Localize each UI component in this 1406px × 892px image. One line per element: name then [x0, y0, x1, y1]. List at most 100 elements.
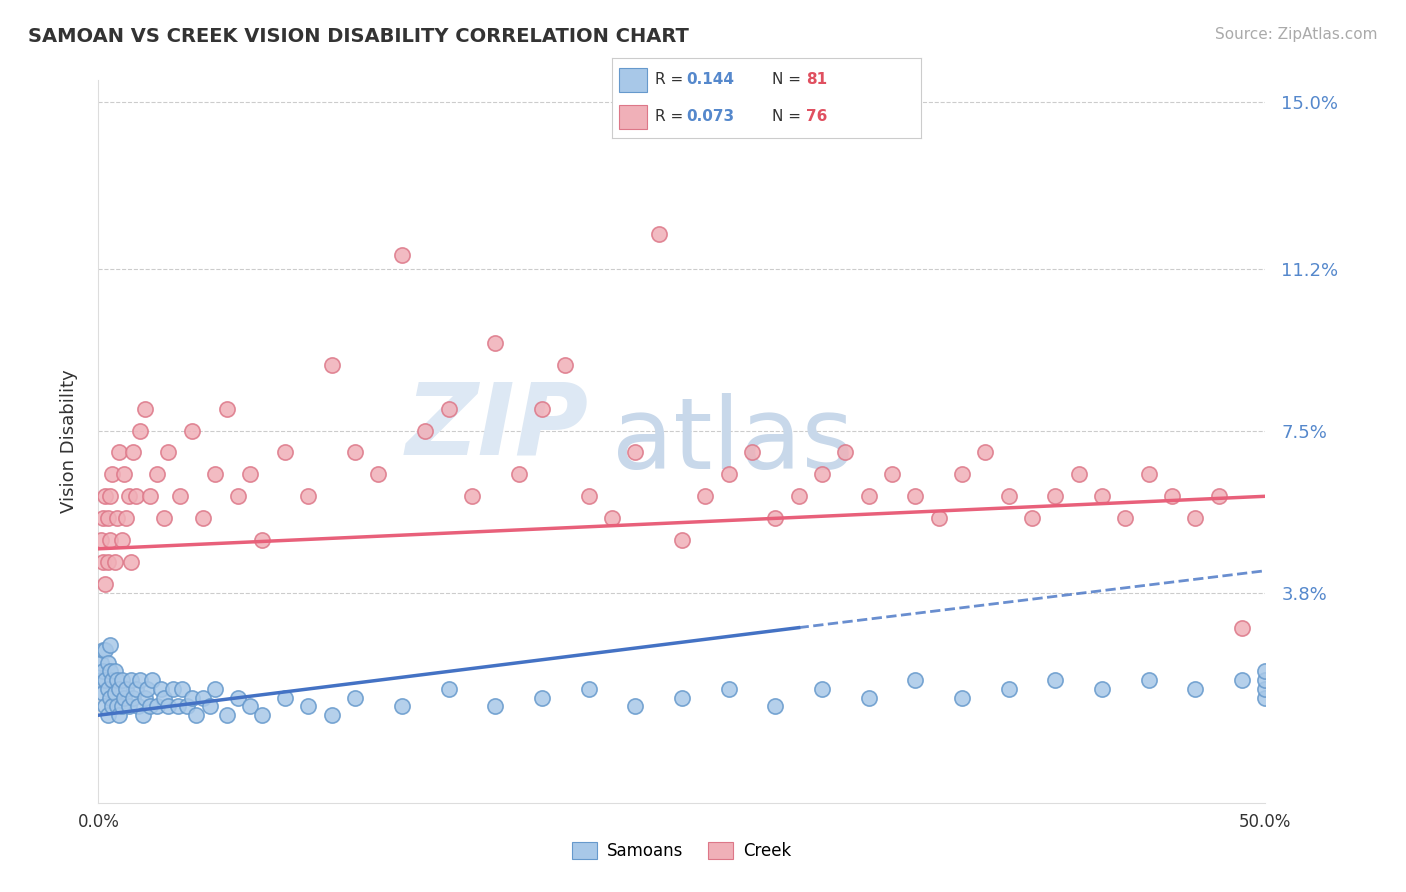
Text: 76: 76 — [807, 109, 828, 124]
Point — [741, 445, 763, 459]
Point — [127, 699, 149, 714]
Point — [152, 690, 174, 705]
Point — [508, 467, 530, 482]
Point — [321, 358, 343, 372]
Text: 0.073: 0.073 — [686, 109, 734, 124]
Point — [111, 673, 134, 688]
Point — [146, 467, 169, 482]
Point — [91, 665, 114, 679]
Point — [180, 690, 202, 705]
Point — [108, 445, 131, 459]
Point — [1067, 467, 1090, 482]
Point — [763, 699, 786, 714]
Point — [115, 511, 138, 525]
Point — [104, 665, 127, 679]
Point — [250, 708, 273, 723]
Point — [1045, 673, 1067, 688]
Bar — [619, 104, 647, 128]
Point — [122, 445, 145, 459]
Text: N =: N = — [772, 109, 806, 124]
Point — [172, 681, 194, 696]
Point — [530, 690, 553, 705]
Point — [97, 708, 120, 723]
Point — [904, 489, 927, 503]
Point — [974, 445, 997, 459]
Point — [695, 489, 717, 503]
Point — [904, 673, 927, 688]
Point — [239, 467, 262, 482]
Bar — [619, 68, 647, 92]
Point — [1254, 681, 1277, 696]
Text: N =: N = — [772, 72, 806, 87]
Point — [215, 401, 238, 416]
Point — [90, 533, 112, 547]
Point — [624, 445, 647, 459]
Point — [484, 699, 506, 714]
Point — [391, 248, 413, 262]
Point — [134, 690, 156, 705]
Point — [108, 681, 131, 696]
Point — [105, 699, 128, 714]
Point — [94, 699, 117, 714]
Point — [297, 699, 319, 714]
Point — [91, 555, 114, 569]
Point — [321, 708, 343, 723]
Point — [717, 681, 740, 696]
Point — [134, 401, 156, 416]
Point — [530, 401, 553, 416]
Point — [193, 511, 215, 525]
Point — [104, 686, 127, 700]
Text: ZIP: ZIP — [405, 378, 589, 475]
Point — [94, 673, 117, 688]
Point — [578, 681, 600, 696]
Point — [600, 511, 623, 525]
Point — [101, 673, 124, 688]
Point — [811, 467, 834, 482]
Point — [200, 699, 222, 714]
Point — [97, 656, 120, 670]
Point — [157, 445, 180, 459]
Point — [997, 681, 1019, 696]
Point — [125, 489, 148, 503]
Point — [105, 511, 128, 525]
Point — [91, 686, 114, 700]
Point — [215, 708, 238, 723]
Point — [118, 489, 141, 503]
Point — [274, 690, 297, 705]
Point — [97, 681, 120, 696]
Point — [169, 489, 191, 503]
Point — [717, 467, 740, 482]
Point — [880, 467, 903, 482]
Point — [1208, 489, 1230, 503]
Point — [157, 699, 180, 714]
Point — [111, 533, 134, 547]
Point — [118, 699, 141, 714]
Text: atlas: atlas — [612, 393, 853, 490]
Point — [98, 690, 121, 705]
Text: R =: R = — [655, 109, 688, 124]
Point — [437, 401, 460, 416]
Point — [139, 699, 162, 714]
Point — [239, 699, 262, 714]
Point — [1137, 673, 1160, 688]
Point — [1045, 489, 1067, 503]
Point — [1091, 681, 1114, 696]
Point — [1230, 673, 1253, 688]
Text: 81: 81 — [807, 72, 828, 87]
Point — [671, 690, 693, 705]
Point — [297, 489, 319, 503]
Y-axis label: Vision Disability: Vision Disability — [59, 369, 77, 514]
Point — [204, 681, 226, 696]
Point — [950, 690, 973, 705]
Point — [104, 555, 127, 569]
Point — [763, 511, 786, 525]
Point — [141, 673, 163, 688]
Point — [1254, 665, 1277, 679]
Point — [120, 673, 142, 688]
Point — [90, 656, 112, 670]
Point — [250, 533, 273, 547]
Point — [928, 511, 950, 525]
Point — [228, 489, 250, 503]
Point — [98, 533, 121, 547]
Point — [391, 699, 413, 714]
